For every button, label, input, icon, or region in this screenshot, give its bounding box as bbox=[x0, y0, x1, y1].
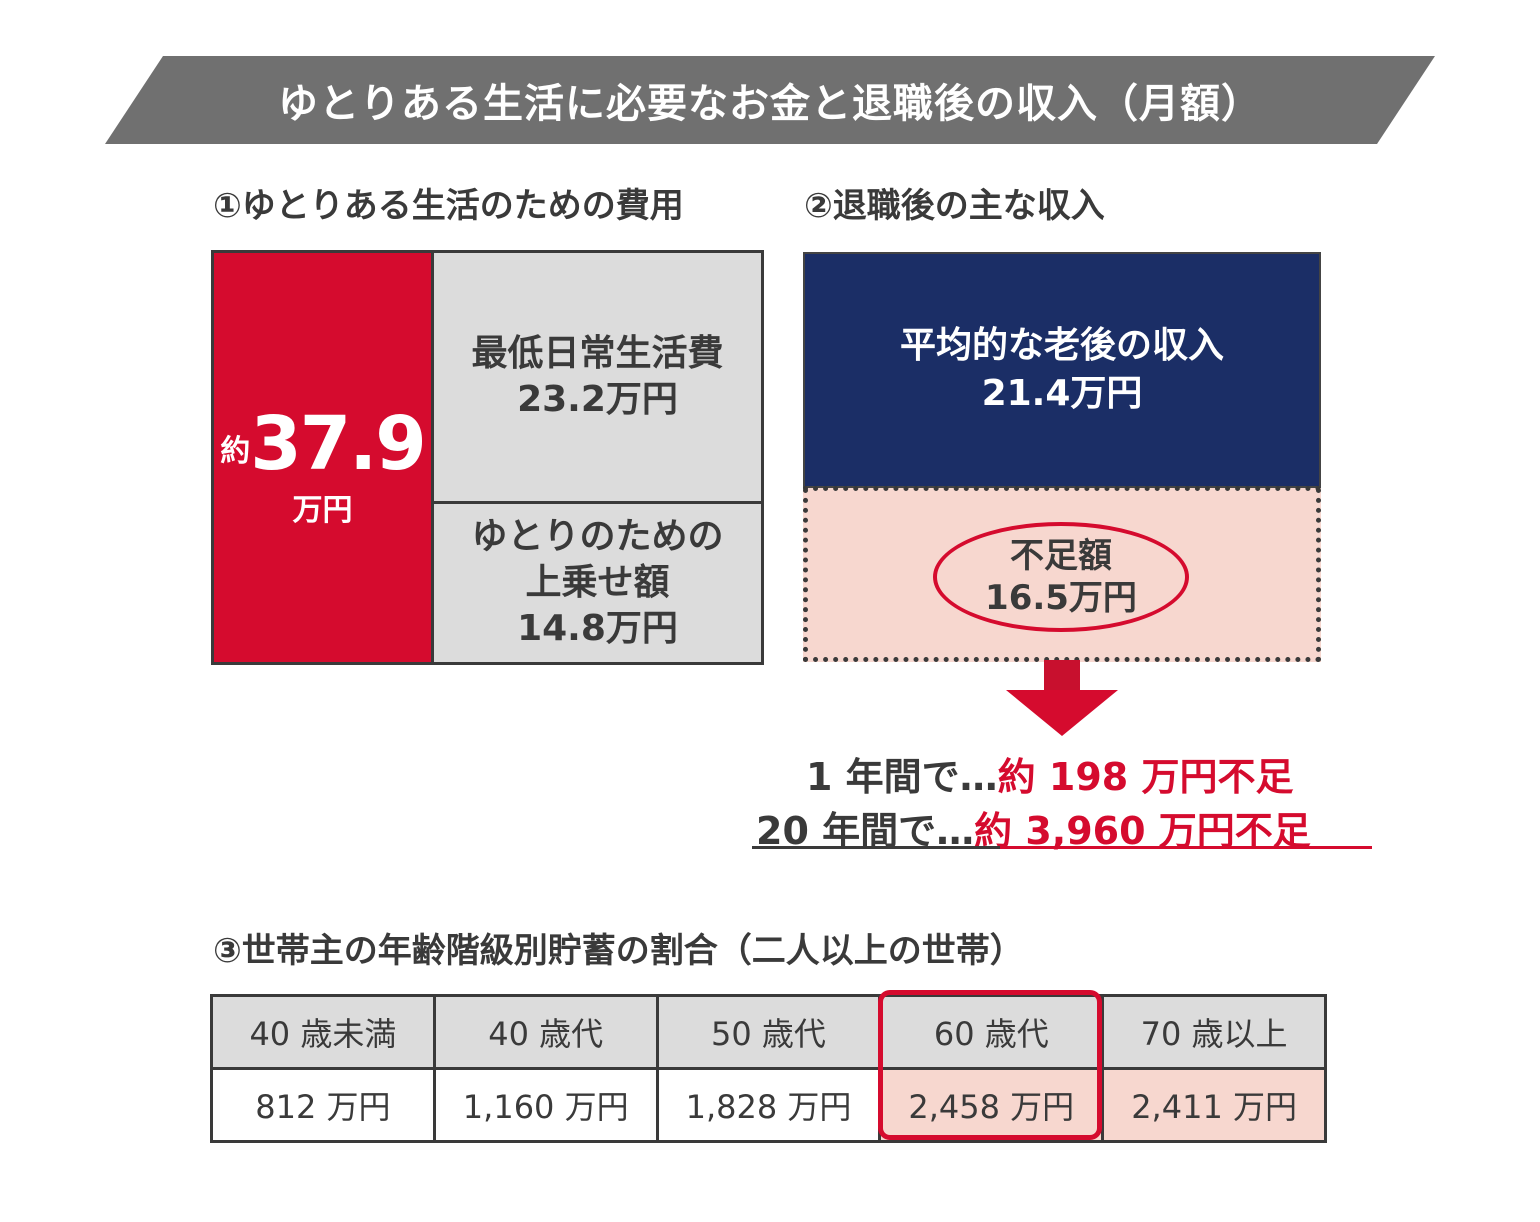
table-row: 812 万円 1,160 万円 1,828 万円 2,458 万円 2,411 … bbox=[210, 1067, 1327, 1143]
table-header-cell: 40 歳未満 bbox=[210, 994, 436, 1070]
shortfall-divider bbox=[803, 486, 1321, 491]
section1-heading: ①ゆとりある生活のための費用 bbox=[213, 186, 684, 226]
shortfall-oval: 不足額 16.5万円 bbox=[933, 522, 1189, 632]
table-value-cell: 812 万円 bbox=[210, 1067, 436, 1143]
table-value-cell-shaded: 2,411 万円 bbox=[1101, 1067, 1327, 1143]
shortfall-1-year-prefix: 1 年間で… bbox=[806, 755, 998, 799]
title-banner: ゆとりある生活に必要なお金と退職後の収入（月額） bbox=[105, 56, 1435, 144]
table-header-cell: 70 歳以上 bbox=[1101, 994, 1327, 1070]
savings-table: 40 歳未満 40 歳代 50 歳代 60 歳代 70 歳以上 812 万円 1… bbox=[210, 994, 1327, 1143]
table-header-cell: 40 歳代 bbox=[432, 994, 659, 1070]
base-cost-value: 23.2万円 bbox=[517, 379, 678, 420]
total-cost-figure: 約37.9 bbox=[214, 401, 431, 487]
income-value: 21.4万円 bbox=[981, 373, 1143, 414]
table-header-cell: 50 歳代 bbox=[655, 994, 882, 1070]
shortfall-value: 16.5万円 bbox=[985, 578, 1137, 618]
shortfall-20-years: 20 年間で…約 3,960 万円不足 bbox=[756, 800, 1311, 855]
shortfall-label: 不足額 bbox=[1010, 536, 1112, 576]
section3-heading: ③世帯主の年齢階級別貯蓄の割合（二人以上の世帯） bbox=[213, 931, 1024, 971]
extra-cost-label-1: ゆとりのための bbox=[471, 516, 724, 557]
cost-breakdown-box: 約37.9 万円 最低日常生活費 23.2万円 ゆとりのための 上乗せ額 14.… bbox=[211, 250, 764, 665]
income-label: 平均的な老後の収入 bbox=[899, 325, 1224, 366]
table-value-cell: 1,828 万円 bbox=[655, 1067, 882, 1143]
table-value-cell: 1,160 万円 bbox=[432, 1067, 659, 1143]
base-cost-cell: 最低日常生活費 23.2万円 bbox=[434, 253, 761, 504]
total-cost-prefix: 約 bbox=[220, 434, 251, 469]
shortfall-1-year: 1 年間で…約 198 万円不足 bbox=[806, 746, 1293, 801]
banner-shape bbox=[105, 56, 1435, 144]
total-cost-value: 37.9 bbox=[250, 401, 427, 487]
page-title: ゆとりある生活に必要なお金と退職後の収入（月額） bbox=[278, 81, 1262, 127]
table-value-cell-highlight: 2,458 万円 bbox=[878, 1067, 1105, 1143]
down-arrow-icon bbox=[1006, 660, 1118, 740]
total-cost-block: 約37.9 万円 bbox=[214, 253, 434, 662]
shortfall-underline-accent bbox=[1000, 846, 1372, 849]
shortfall-20-years-prefix: 20 年間で… bbox=[756, 809, 975, 853]
section2-heading: ②退職後の主な収入 bbox=[804, 186, 1105, 226]
shortfall-20-years-value: 約 3,960 万円不足 bbox=[974, 809, 1311, 853]
extra-cost-cell: ゆとりのための 上乗せ額 14.8万円 bbox=[434, 504, 761, 662]
shortfall-1-year-value: 約 198 万円不足 bbox=[997, 755, 1294, 799]
table-header-row: 40 歳未満 40 歳代 50 歳代 60 歳代 70 歳以上 bbox=[210, 994, 1327, 1070]
extra-cost-value: 14.8万円 bbox=[517, 608, 678, 649]
income-block: 平均的な老後の収入 21.4万円 bbox=[803, 252, 1321, 488]
total-cost-unit: 万円 bbox=[292, 493, 353, 528]
highlight-frame bbox=[878, 990, 1102, 1140]
extra-cost-label-2: 上乗せ額 bbox=[525, 562, 670, 603]
table-header-cell: 60 歳代 bbox=[878, 994, 1105, 1070]
base-cost-label: 最低日常生活費 bbox=[471, 333, 724, 374]
